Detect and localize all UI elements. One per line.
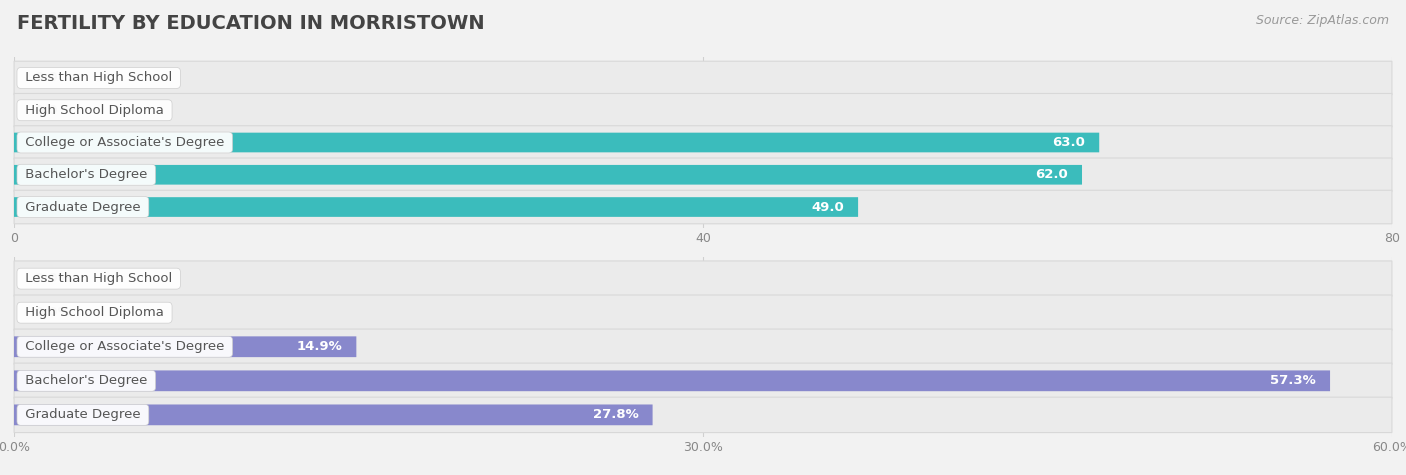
Text: College or Associate's Degree: College or Associate's Degree: [21, 136, 229, 149]
FancyBboxPatch shape: [14, 133, 1099, 152]
Text: Bachelor's Degree: Bachelor's Degree: [21, 374, 152, 387]
Text: College or Associate's Degree: College or Associate's Degree: [21, 340, 229, 353]
Text: Less than High School: Less than High School: [21, 71, 176, 85]
Text: 27.8%: 27.8%: [593, 408, 638, 421]
FancyBboxPatch shape: [14, 261, 1392, 296]
Text: High School Diploma: High School Diploma: [21, 306, 169, 319]
Text: 0.0%: 0.0%: [35, 306, 72, 319]
Text: 49.0: 49.0: [811, 200, 844, 214]
FancyBboxPatch shape: [14, 370, 1330, 391]
Text: 0.0%: 0.0%: [35, 272, 72, 285]
Text: 62.0: 62.0: [1035, 168, 1069, 181]
FancyBboxPatch shape: [14, 61, 1392, 95]
FancyBboxPatch shape: [14, 363, 1392, 399]
FancyBboxPatch shape: [14, 158, 1392, 191]
Text: FERTILITY BY EDUCATION IN MORRISTOWN: FERTILITY BY EDUCATION IN MORRISTOWN: [17, 14, 485, 33]
FancyBboxPatch shape: [14, 405, 652, 425]
Text: Graduate Degree: Graduate Degree: [21, 200, 145, 214]
Text: 63.0: 63.0: [1053, 136, 1085, 149]
FancyBboxPatch shape: [14, 329, 1392, 364]
FancyBboxPatch shape: [14, 94, 1392, 127]
FancyBboxPatch shape: [14, 336, 356, 357]
FancyBboxPatch shape: [14, 165, 1083, 185]
Text: Bachelor's Degree: Bachelor's Degree: [21, 168, 152, 181]
Text: Source: ZipAtlas.com: Source: ZipAtlas.com: [1256, 14, 1389, 27]
FancyBboxPatch shape: [14, 190, 1392, 224]
FancyBboxPatch shape: [14, 197, 858, 217]
Text: 14.9%: 14.9%: [297, 340, 343, 353]
Text: 0.0: 0.0: [35, 104, 59, 117]
FancyBboxPatch shape: [14, 126, 1392, 159]
Text: 57.3%: 57.3%: [1271, 374, 1316, 387]
Text: 0.0: 0.0: [35, 71, 59, 85]
Text: Graduate Degree: Graduate Degree: [21, 408, 145, 421]
FancyBboxPatch shape: [14, 397, 1392, 433]
Text: Less than High School: Less than High School: [21, 272, 176, 285]
FancyBboxPatch shape: [14, 295, 1392, 331]
Text: High School Diploma: High School Diploma: [21, 104, 169, 117]
